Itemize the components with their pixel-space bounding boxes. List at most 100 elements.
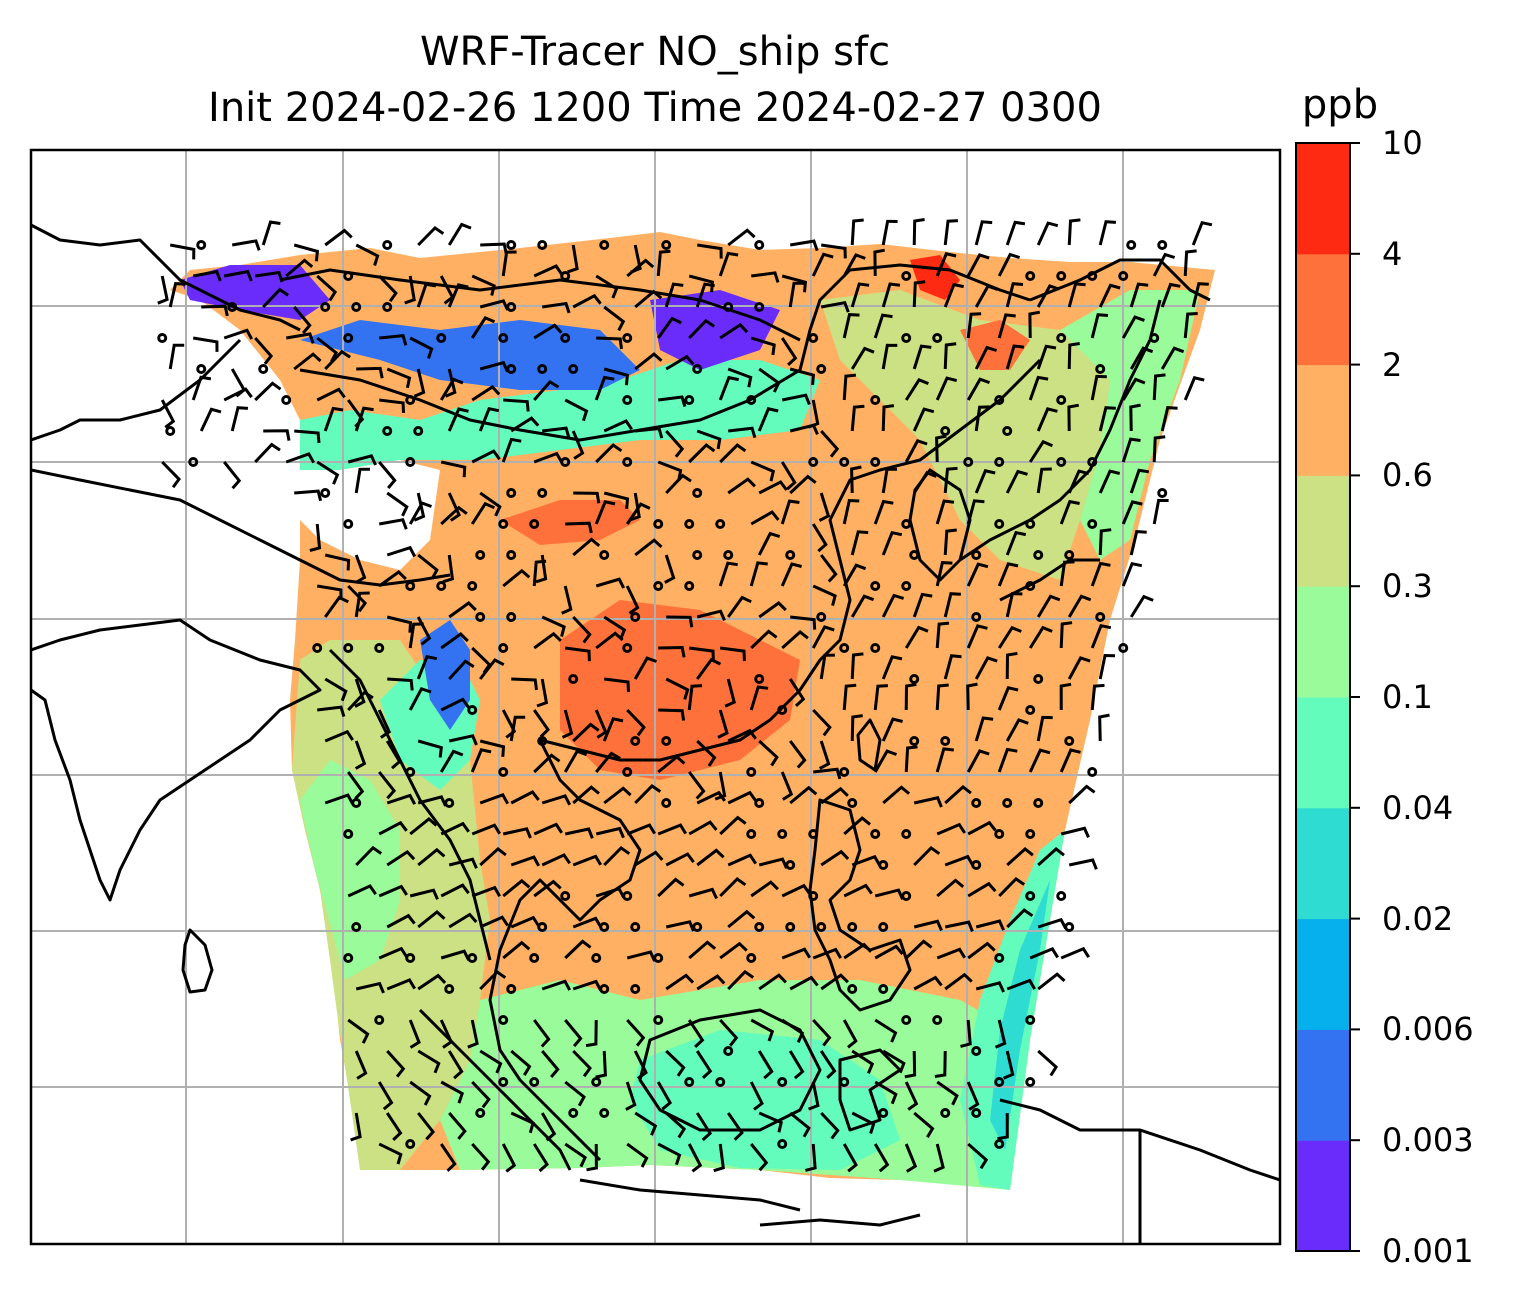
wind-barb bbox=[386, 545, 417, 558]
wind-barb bbox=[347, 1018, 370, 1044]
calm-marker bbox=[506, 488, 517, 498]
calm-marker bbox=[537, 240, 548, 250]
wind-barb bbox=[882, 1049, 906, 1074]
wind-barb bbox=[447, 492, 461, 522]
wind-barb bbox=[386, 793, 417, 805]
wind-barb bbox=[572, 615, 592, 644]
wind-barb bbox=[347, 884, 377, 898]
wind-barb bbox=[665, 973, 695, 991]
calm-marker bbox=[746, 767, 757, 777]
colorbar-tick-label: 0.02 bbox=[1382, 899, 1454, 938]
calm-marker bbox=[994, 1077, 1005, 1087]
calm-marker bbox=[506, 364, 517, 374]
wind-barb bbox=[439, 377, 464, 401]
wind-barb bbox=[696, 974, 726, 991]
calm-marker bbox=[591, 953, 602, 963]
wind-barb bbox=[634, 783, 662, 805]
wind-barb bbox=[687, 1143, 703, 1173]
wind-barb bbox=[788, 678, 806, 707]
wind-barb bbox=[439, 749, 464, 773]
wind-barb bbox=[564, 939, 592, 960]
wind-barb bbox=[966, 312, 982, 339]
wind-barb bbox=[448, 912, 478, 929]
wind-barb bbox=[502, 878, 531, 898]
wind-barb bbox=[502, 827, 532, 839]
wind-barb bbox=[317, 705, 346, 718]
wind-barb bbox=[820, 849, 850, 867]
wind-barb bbox=[324, 677, 348, 702]
wind-barb bbox=[657, 316, 682, 339]
wind-barb bbox=[1005, 220, 1026, 246]
wind-barb bbox=[944, 972, 973, 991]
wind-barb bbox=[788, 281, 805, 308]
calm-marker bbox=[994, 457, 1005, 467]
calm-marker bbox=[312, 643, 323, 653]
calm-marker bbox=[971, 798, 982, 808]
wind-barb bbox=[471, 823, 501, 836]
wind-barb bbox=[1036, 715, 1053, 742]
wind-barb bbox=[417, 973, 447, 991]
calm-marker bbox=[1033, 674, 1044, 684]
calm-marker bbox=[808, 333, 819, 343]
calm-marker bbox=[1025, 705, 1036, 715]
calm-marker bbox=[839, 457, 850, 467]
calm-marker bbox=[754, 240, 765, 250]
calm-marker bbox=[1087, 457, 1098, 467]
wind-barb bbox=[603, 367, 630, 386]
calm-marker bbox=[320, 302, 331, 312]
wind-barb bbox=[696, 790, 726, 805]
wind-barb bbox=[409, 336, 434, 359]
calm-marker bbox=[467, 953, 478, 963]
calm-marker bbox=[537, 922, 548, 932]
wind-barb bbox=[1152, 498, 1169, 525]
wind-barb bbox=[223, 461, 242, 490]
wind-barb bbox=[781, 883, 811, 898]
wind-barb bbox=[1129, 403, 1141, 432]
wind-barb bbox=[1005, 282, 1024, 308]
map-frame bbox=[29, 148, 1282, 1246]
wind-barb bbox=[904, 438, 928, 463]
calm-marker bbox=[351, 302, 362, 312]
wind-barb bbox=[913, 919, 943, 932]
wind-barb bbox=[168, 343, 185, 370]
wind-barb bbox=[842, 373, 857, 401]
calm-marker bbox=[630, 612, 641, 622]
wind-barb bbox=[479, 360, 509, 373]
calm-marker bbox=[754, 922, 765, 932]
wind-barb bbox=[842, 498, 860, 525]
wind-barb bbox=[201, 304, 229, 317]
calm-marker bbox=[630, 922, 641, 932]
wind-barb bbox=[912, 280, 926, 308]
wind-barb bbox=[808, 1081, 820, 1111]
calm-marker bbox=[661, 240, 672, 250]
calm-marker bbox=[343, 953, 354, 963]
wind-barb bbox=[254, 337, 274, 365]
wind-barb bbox=[417, 553, 439, 580]
wind-barb bbox=[997, 1112, 1009, 1141]
wind-barb bbox=[966, 749, 990, 773]
calm-marker bbox=[901, 891, 912, 901]
wind-barb bbox=[665, 852, 695, 867]
calm-marker bbox=[599, 1108, 610, 1118]
wind-barb bbox=[1028, 748, 1051, 773]
field-zone-west-green bbox=[300, 760, 400, 980]
calm-marker bbox=[878, 1108, 889, 1118]
wind-barb bbox=[904, 1081, 919, 1111]
colorbar-segment bbox=[1296, 1140, 1350, 1252]
wind-barb bbox=[688, 940, 717, 960]
calm-marker bbox=[560, 457, 571, 467]
wind-barb bbox=[789, 975, 819, 991]
wind-barb bbox=[974, 469, 996, 494]
wind-barb bbox=[541, 853, 571, 867]
colorbar-segment bbox=[1296, 253, 1350, 366]
wind-barb bbox=[718, 251, 739, 277]
wind-barb bbox=[293, 243, 320, 262]
wind-barb bbox=[316, 460, 340, 485]
calm-marker bbox=[684, 519, 695, 529]
calm-marker bbox=[1033, 550, 1044, 560]
calm-marker bbox=[940, 426, 951, 436]
wind-barb bbox=[843, 942, 873, 960]
calm-marker bbox=[785, 922, 796, 932]
calm-marker bbox=[870, 457, 881, 467]
wind-barb bbox=[356, 366, 384, 379]
